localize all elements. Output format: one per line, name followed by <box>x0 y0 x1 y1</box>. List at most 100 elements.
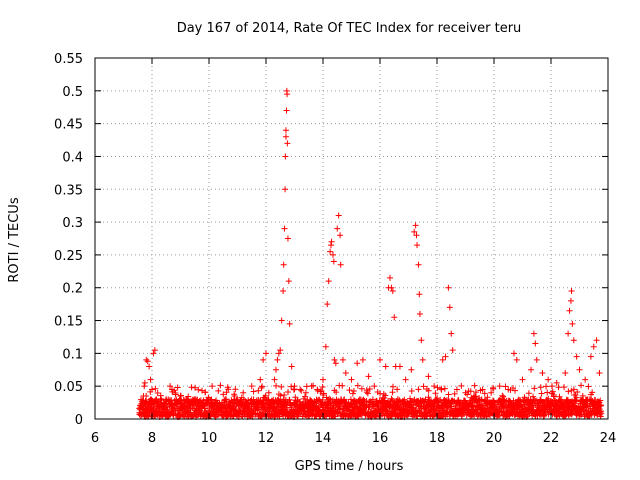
data-point <box>585 383 592 390</box>
data-point <box>442 353 449 360</box>
data-point <box>453 386 460 393</box>
data-point <box>302 389 309 396</box>
data-point <box>277 392 284 399</box>
data-point <box>280 288 287 295</box>
data-point <box>419 356 426 363</box>
data-point <box>272 366 279 373</box>
data-point <box>496 383 503 390</box>
plot-axes <box>94 57 609 420</box>
data-point <box>331 356 338 363</box>
data-point <box>265 389 272 396</box>
data-point <box>532 340 539 347</box>
y-tick-label: 0.1 <box>62 347 83 362</box>
data-point <box>260 356 267 363</box>
data-point <box>538 390 545 397</box>
data-point <box>590 343 597 350</box>
data-point <box>258 407 265 414</box>
data-point <box>151 347 158 354</box>
data-point <box>568 288 575 295</box>
data-point <box>488 389 495 396</box>
y-tick-label: 0.15 <box>54 315 83 330</box>
data-point <box>141 379 148 386</box>
data-point <box>333 389 340 396</box>
data-point <box>250 388 257 395</box>
y-tick-label: 0.4 <box>62 150 83 165</box>
data-point <box>334 225 341 232</box>
data-point <box>317 413 324 420</box>
data-point <box>314 386 321 393</box>
data-point <box>446 304 453 311</box>
data-point <box>225 386 232 393</box>
data-point <box>192 384 199 391</box>
data-point <box>382 363 389 370</box>
data-point <box>319 383 326 390</box>
data-point <box>407 395 414 402</box>
data-point <box>570 386 577 393</box>
data-point <box>389 383 396 390</box>
data-point <box>513 356 520 363</box>
data-point <box>259 383 266 390</box>
data-point <box>255 387 262 394</box>
data-point <box>263 350 269 357</box>
data-point <box>371 383 378 390</box>
data-point <box>539 370 546 377</box>
data-point <box>441 385 448 392</box>
data-point <box>555 384 562 391</box>
data-point <box>183 396 190 403</box>
data-point <box>416 291 423 298</box>
data-point <box>574 388 581 395</box>
data-point <box>553 379 560 386</box>
data-point <box>582 376 589 383</box>
data-point <box>206 396 212 403</box>
data-point <box>471 382 478 389</box>
data-point <box>382 392 389 399</box>
data-point <box>597 413 604 420</box>
data-point <box>531 385 538 392</box>
data-point <box>320 376 326 383</box>
data-point <box>438 386 445 393</box>
data-point <box>462 389 469 396</box>
data-point <box>259 412 266 419</box>
data-point <box>326 395 333 402</box>
data-point <box>449 347 456 354</box>
data-point <box>232 386 239 393</box>
data-point <box>275 350 282 357</box>
data-point <box>172 391 179 398</box>
data-point <box>377 356 383 363</box>
data-point <box>471 393 478 400</box>
data-point <box>472 389 479 396</box>
data-point <box>396 363 403 370</box>
x-tick-label: 22 <box>543 431 560 446</box>
data-point <box>570 337 577 344</box>
data-point <box>388 395 395 402</box>
data-point <box>348 376 355 383</box>
data-point <box>248 383 255 390</box>
data-point <box>339 382 346 389</box>
data-point <box>415 261 422 268</box>
y-tick-label: 0.45 <box>54 118 83 133</box>
data-point <box>330 258 337 265</box>
x-tick-label: 24 <box>600 431 617 446</box>
data-point <box>149 386 155 393</box>
data-point <box>364 390 371 397</box>
data-point <box>298 387 305 394</box>
data-point <box>154 389 161 396</box>
data-point <box>558 397 565 404</box>
data-point <box>280 261 287 268</box>
data-point <box>573 353 580 360</box>
data-point <box>214 399 221 406</box>
data-point <box>565 388 572 395</box>
data-point <box>322 401 329 408</box>
data-point <box>286 396 293 403</box>
data-point <box>365 373 372 380</box>
data-point <box>568 387 575 394</box>
data-point <box>168 386 175 393</box>
data-point <box>467 388 474 395</box>
data-point <box>254 406 261 413</box>
data-point <box>139 402 146 409</box>
data-point <box>140 393 147 400</box>
x-tick-label: 12 <box>258 431 275 446</box>
data-point <box>282 153 289 160</box>
data-point <box>408 387 415 394</box>
data-point <box>167 383 174 390</box>
